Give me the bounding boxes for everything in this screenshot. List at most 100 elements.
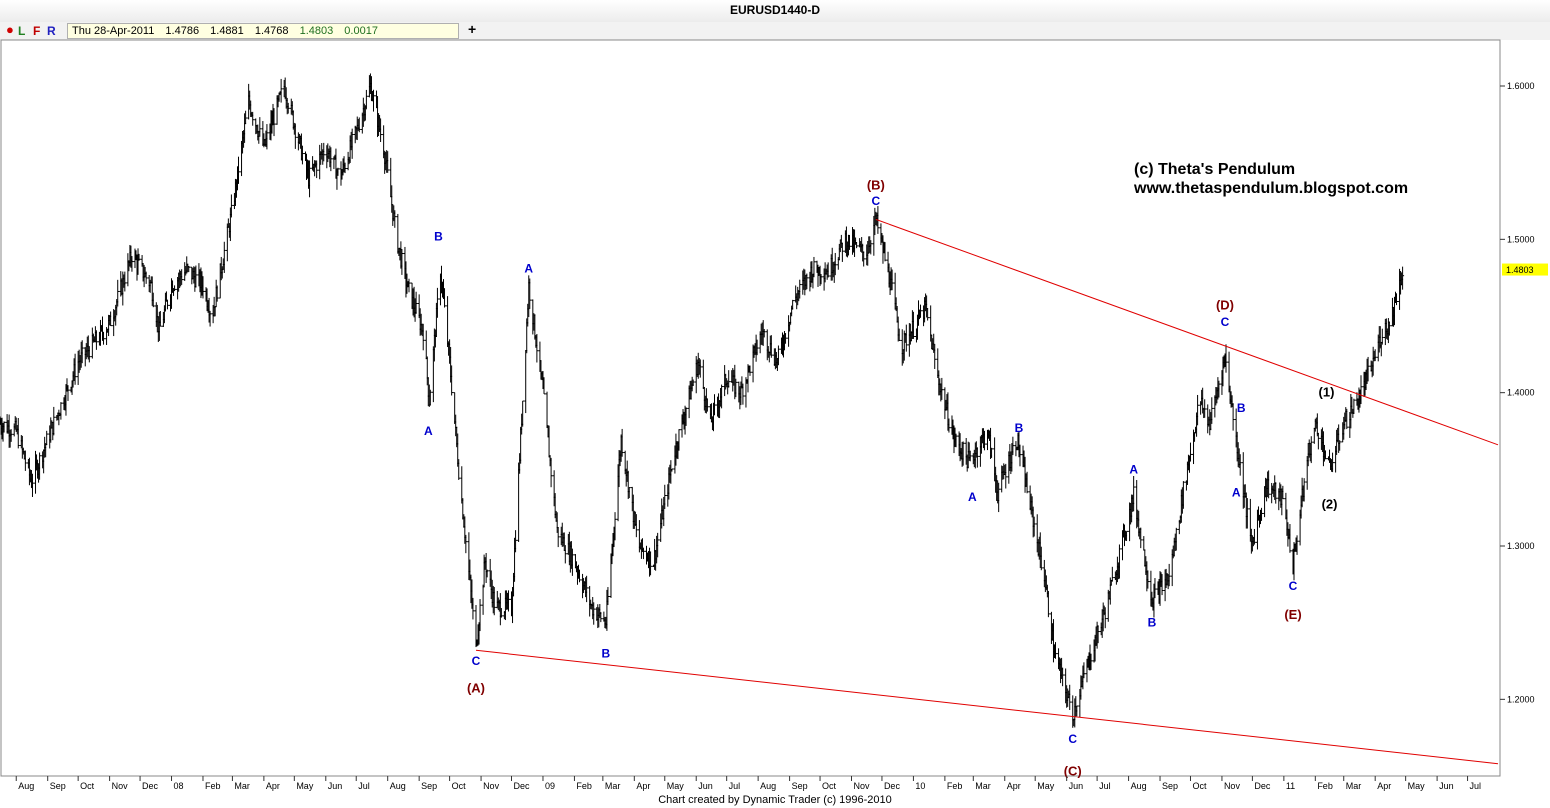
x-tick-label: Sep bbox=[421, 781, 437, 791]
price-bar bbox=[485, 569, 489, 578]
price-bar bbox=[1267, 470, 1271, 499]
price-bar bbox=[265, 124, 269, 150]
price-bar bbox=[293, 123, 297, 149]
price-bar bbox=[563, 545, 567, 564]
price-bar bbox=[869, 240, 873, 255]
price-bar bbox=[73, 353, 77, 385]
price-bar bbox=[890, 269, 894, 291]
price-bar bbox=[244, 110, 248, 125]
price-bar bbox=[1160, 574, 1164, 596]
price-bar bbox=[1132, 476, 1136, 512]
wave-label: (B) bbox=[867, 178, 885, 193]
price-bar bbox=[535, 333, 539, 363]
watermark-copyright: (c) Theta's Pendulum bbox=[1134, 161, 1296, 178]
x-tick-label: Feb bbox=[205, 781, 221, 791]
price-bar bbox=[144, 271, 148, 284]
price-bar bbox=[400, 249, 404, 275]
price-bar bbox=[457, 459, 461, 480]
price-bar bbox=[1366, 356, 1370, 382]
x-tick-label: Jul bbox=[358, 781, 370, 791]
price-bar bbox=[279, 78, 283, 103]
price-bar bbox=[464, 534, 468, 554]
price-bar bbox=[130, 256, 134, 272]
price-bar bbox=[840, 242, 844, 262]
price-bar bbox=[1401, 266, 1405, 290]
price-bar bbox=[1231, 403, 1235, 431]
price-bar bbox=[1196, 394, 1200, 426]
price-bar bbox=[819, 274, 823, 285]
price-bar bbox=[16, 417, 20, 449]
price-bar bbox=[1288, 524, 1292, 553]
price-bar bbox=[371, 89, 375, 112]
price-bar bbox=[158, 311, 162, 327]
chart-title: EURUSD1440-D bbox=[729, 3, 821, 17]
price-bar bbox=[769, 335, 773, 358]
price-bar bbox=[251, 111, 255, 126]
price-bar bbox=[549, 457, 553, 488]
wave-label: (E) bbox=[1284, 607, 1301, 622]
price-bar bbox=[954, 433, 958, 448]
price-bar bbox=[364, 89, 368, 110]
price-bar bbox=[1181, 481, 1185, 509]
price-bar bbox=[883, 242, 887, 262]
price-bar bbox=[791, 299, 795, 310]
quote-change: 0.0017 bbox=[344, 25, 378, 37]
price-bar bbox=[80, 340, 84, 364]
toolbar-button-r[interactable]: R bbox=[47, 24, 56, 38]
watermark: (c) Theta's Pendulum www.thetaspendulum.… bbox=[1134, 160, 1408, 198]
price-bar bbox=[308, 160, 312, 198]
price-bar bbox=[1061, 667, 1065, 687]
x-tick-label: Aug bbox=[1131, 781, 1147, 791]
price-bar bbox=[514, 530, 518, 553]
x-tick-label: Mar bbox=[605, 781, 621, 791]
wave-label: A bbox=[1129, 462, 1138, 476]
x-tick-label: Dec bbox=[1254, 781, 1271, 791]
price-bar bbox=[471, 597, 475, 620]
toolbar-button-l[interactable]: L bbox=[18, 24, 26, 38]
wave-label: (1) bbox=[1319, 385, 1335, 400]
price-bar bbox=[66, 385, 70, 401]
price-bar bbox=[225, 223, 229, 262]
price-bar bbox=[1338, 440, 1342, 451]
price-bar bbox=[109, 311, 113, 327]
trendline-lower bbox=[475, 649, 1499, 765]
price-bar bbox=[1373, 349, 1377, 362]
price-bar bbox=[1281, 485, 1285, 500]
price-bar bbox=[116, 279, 120, 307]
price-bar bbox=[123, 271, 127, 292]
price-bar bbox=[237, 156, 241, 184]
y-tick-label: 1.6000 bbox=[1507, 81, 1535, 91]
chart-frame bbox=[0, 39, 1501, 777]
x-tick-label: 09 bbox=[545, 781, 555, 791]
price-bar bbox=[357, 117, 361, 133]
price-bar bbox=[1025, 471, 1029, 494]
price-bar bbox=[940, 377, 944, 400]
footer-credit: Chart created by Dynamic Trader (c) 1996… bbox=[658, 794, 892, 806]
price-bar bbox=[1274, 482, 1278, 504]
wave-label: B bbox=[1148, 616, 1157, 630]
price-bar bbox=[386, 151, 390, 173]
price-bar bbox=[272, 108, 276, 137]
price-bar bbox=[649, 551, 653, 576]
x-tick-label: Jun bbox=[1439, 781, 1454, 791]
x-tick-label: Oct bbox=[822, 781, 837, 791]
quote-open: 1.4786 bbox=[165, 25, 200, 37]
price-bar bbox=[1089, 653, 1093, 670]
price-bar bbox=[1380, 328, 1384, 345]
price-bar bbox=[556, 527, 560, 548]
price-bar bbox=[599, 611, 603, 623]
x-tick-label: Jul bbox=[1099, 781, 1111, 791]
quote-low: 1.4768 bbox=[254, 25, 289, 37]
x-tick-label: 11 bbox=[1286, 781, 1295, 791]
x-tick-label: May bbox=[296, 781, 314, 791]
record-dot-icon[interactable]: ● bbox=[6, 22, 14, 37]
toolbar-button-f[interactable]: F bbox=[33, 24, 41, 38]
price-bar bbox=[592, 602, 596, 625]
price-bar bbox=[180, 269, 184, 285]
price-bar bbox=[492, 587, 496, 616]
price-bar bbox=[961, 441, 965, 466]
price-bar bbox=[606, 587, 610, 606]
x-tick-label: Jun bbox=[698, 781, 713, 791]
add-button[interactable]: + bbox=[468, 21, 477, 37]
